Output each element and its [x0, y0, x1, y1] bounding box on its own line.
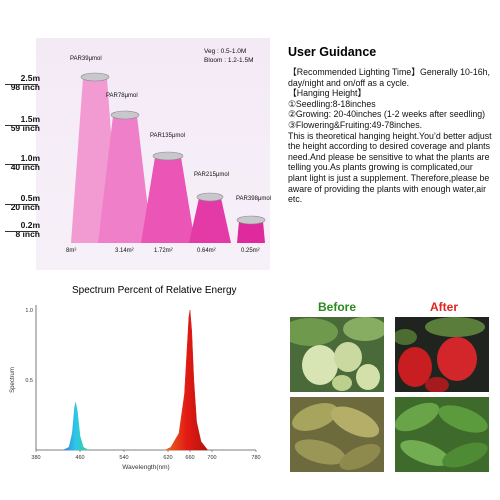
guidance-line-3: ①Seedling:8-18inches: [288, 98, 376, 109]
light-beam-5: [237, 221, 265, 243]
after-plant-photo: [395, 397, 489, 472]
area-label-2: 3.14m²: [115, 248, 134, 254]
light-beam-3: [141, 157, 195, 243]
grow-lamp-5: [236, 215, 266, 225]
area-label-4: 0.64m²: [197, 248, 216, 254]
spectrum-peak-452: [63, 402, 90, 451]
guidance-line-1: 【Recommended Lighting Time】Generally 10-…: [288, 67, 490, 88]
guidance-body: 【Recommended Lighting Time】Generally 10-…: [288, 67, 493, 205]
grow-lamp-4: [196, 192, 224, 202]
before-strawberry-photo: [290, 317, 384, 392]
before-plant-photo: [290, 397, 384, 472]
area-label-5: 0.25m²: [241, 248, 260, 254]
grow-lamp-2: [110, 110, 140, 120]
light-beam-2: [98, 116, 152, 243]
spectrum-x-axis-title: Wavelength(nm): [122, 464, 169, 471]
hanging-height-chart: Veg : 0.5-1.0M Bloom : 1.2-1.5M PAR39μmo…: [36, 38, 272, 270]
spectrum-title: Spectrum Percent of Relative Energy: [72, 285, 237, 296]
bloom-note: Bloom : 1.2-1.5M: [204, 57, 254, 64]
x-tick-label-460: 460: [75, 455, 84, 461]
x-tick-label-780: 780: [251, 455, 260, 461]
guidance-line-2: 【Hanging Height】: [288, 88, 367, 99]
height-label-1: 2.5m 98 inch: [10, 73, 40, 92]
y-tick-label-0.5: 0.5: [25, 378, 33, 384]
height-tick-1: [5, 84, 38, 85]
x-tick-label-540: 540: [119, 455, 128, 461]
guidance-line-5: ③Flowering&Fruiting:49-78inches.: [288, 119, 423, 130]
height-label-4: 0.5m 20 inch: [10, 193, 40, 212]
area-label-1: 8m²: [66, 248, 77, 254]
guidance-title: User Guidance: [288, 45, 377, 59]
veg-note: Veg : 0.5-1.0M: [204, 48, 247, 55]
par-label-5: PAR398μmol: [236, 196, 272, 202]
x-tick-label-700: 700: [207, 455, 216, 461]
x-tick-label-380: 380: [31, 455, 40, 461]
before-label: Before: [318, 300, 357, 314]
par-label-4: PAR215μmol: [194, 172, 230, 178]
light-beams: [71, 72, 266, 243]
x-tick-label-620: 620: [163, 455, 172, 461]
y-tick-label-1.0: 1.0: [25, 308, 33, 314]
height-tick-3: [5, 164, 38, 165]
height-label-5: 0.2m 8 inch: [15, 220, 40, 239]
grow-lamp-1: [80, 72, 110, 82]
grow-lamp-3: [152, 151, 184, 161]
x-tick-label-660: 660: [185, 455, 194, 461]
par-label-3: PAR135μmol: [150, 133, 186, 139]
height-tick-5: [5, 231, 38, 232]
spectrum-peak-660: [165, 309, 209, 451]
height-tick-4: [5, 204, 38, 205]
guidance-line-6: This is theoretical hanging height.You’d…: [288, 130, 492, 205]
height-label-3: 1.0m 40 inch: [10, 153, 40, 172]
par-label-2: PAR78μmol: [106, 93, 138, 99]
par-label-1: PAR39μmol: [70, 56, 102, 62]
after-strawberry-photo: [395, 317, 489, 392]
spectrum-chart: 380 460 540 620 660 700 780 1.0 0.5 Wavelength(nm…: [10, 305, 261, 471]
guidance-line-4: ②Growing: 20-40inches (1-2 weeks after s…: [288, 109, 486, 120]
light-beam-4: [189, 198, 231, 243]
height-label-2: 1.5m 59 inch: [10, 114, 40, 133]
area-label-3: 1.72m²: [154, 248, 173, 254]
height-tick-2: [5, 125, 38, 126]
after-label: After: [430, 300, 459, 314]
spectrum-y-axis-title: Spectrum: [10, 367, 16, 393]
